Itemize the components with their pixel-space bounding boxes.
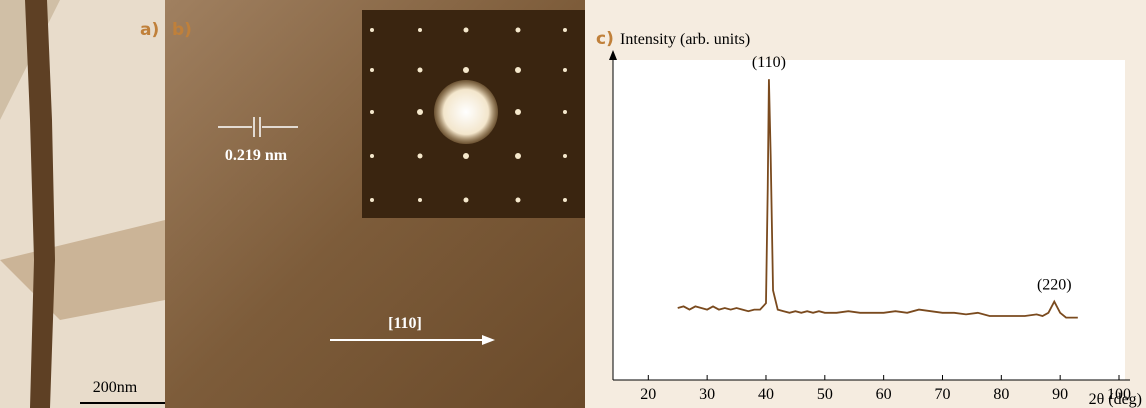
central-beam	[434, 80, 498, 144]
peak-label: (110)	[752, 54, 786, 71]
x-tick-label: 90	[1052, 386, 1068, 403]
x-axis-label: 2θ (deg)	[1089, 391, 1142, 408]
peak-label: (220)	[1037, 277, 1072, 294]
spots	[370, 27, 567, 203]
panel-label: c)	[596, 29, 614, 49]
scale-label: 200nm	[93, 379, 138, 396]
panel-a-image	[0, 0, 165, 408]
x-tick-label: 60	[876, 386, 892, 403]
y-axis-label: Intensity (arb. units)	[620, 31, 750, 48]
spacing-marker	[218, 117, 298, 137]
x-tick-label: 50	[817, 386, 833, 403]
panel-label: b)	[172, 20, 192, 40]
x-tick-label: 70	[934, 386, 950, 403]
x-tick-label: 30	[699, 386, 715, 403]
plot-area	[613, 60, 1125, 380]
arrow-head	[609, 50, 617, 60]
spacing-label: 0.219 nm	[225, 147, 288, 164]
series-line	[677, 79, 1078, 319]
panel-label: a)	[140, 20, 159, 40]
direction-label: [110]	[388, 315, 422, 332]
nanowire	[25, 0, 55, 408]
x-tick-label: 80	[993, 386, 1009, 403]
x-tick-label: 40	[758, 386, 774, 403]
x-tick-label: 100	[1107, 386, 1131, 403]
x-tick-label: 20	[640, 386, 656, 403]
arrow-head	[482, 335, 495, 345]
